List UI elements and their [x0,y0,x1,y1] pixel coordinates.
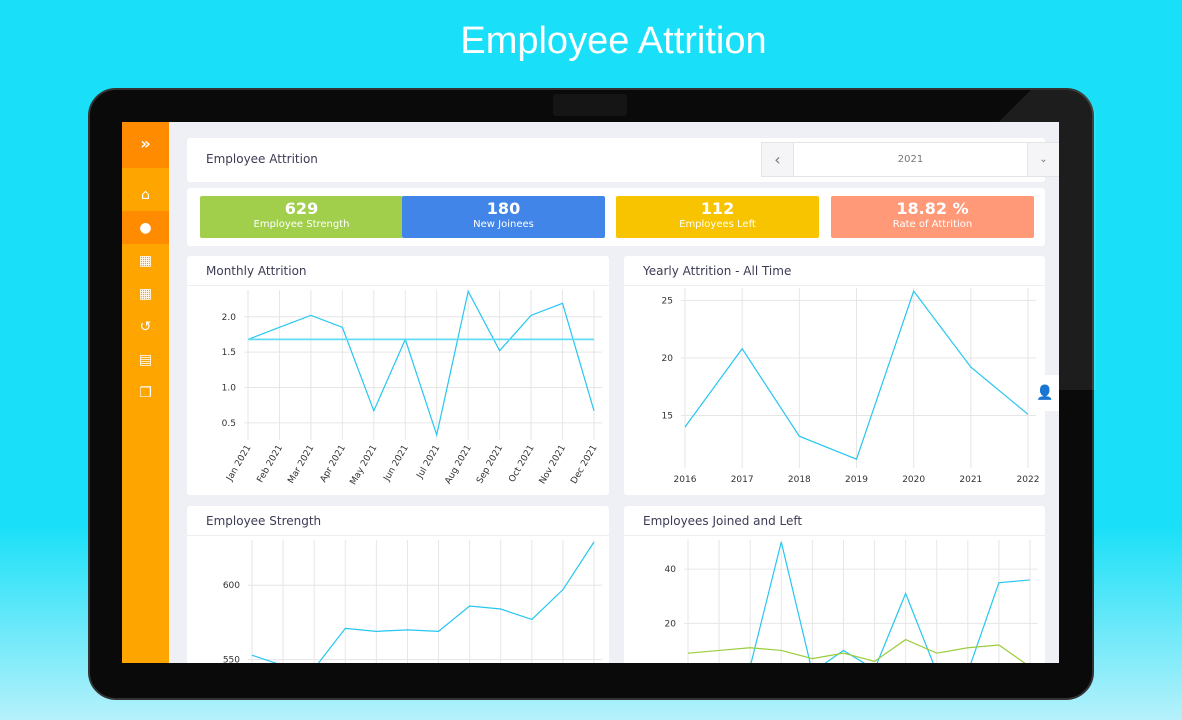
chart-0: Jan 2021 Feb 2021 Mar 2021 Apr 2021 May 2021… [222,289,602,487]
stat-value: 112 [700,199,735,218]
y-tick-label: 15 [662,411,673,421]
stat-label: Rate of Attrition [892,219,973,230]
home-icon[interactable]: ⌂ [141,186,150,203]
series-left [687,638,1026,663]
support-avatar-button[interactable]: 👤 [1031,375,1059,411]
year-dropdown-button[interactable]: ⌄ [1027,143,1059,176]
x-tick-label: Apr 2021 [319,444,348,485]
y-tick-label: 600 [223,581,240,591]
yearly-attrition-card: Yearly Attrition - All Time [624,256,1045,495]
stat-value: 18.82 % [896,199,969,218]
year-selector: ‹ 2021 ⌄ › [761,142,1059,177]
prev-year-button[interactable]: ‹ [762,143,794,176]
x-tick-label: Jun 2021 [382,444,411,484]
x-tick-label: 2020 [902,475,925,485]
app-screen: » ⌂ ● ▦ ▦ ↺ ▤ ❐ Employee Attrition ‹ 202… [122,122,1059,663]
x-tick-label: Jul 2021 [415,444,442,482]
series-strength [251,541,595,663]
chart-title: Monthly Attrition [206,264,307,278]
chart-1: 2016 2017 2018 2019 2020 2021 2022 15 20 25 [662,288,1040,485]
calendar-icon[interactable]: ▦ [138,252,153,269]
y-tick-label: 1.5 [222,348,236,358]
y-tick-label: 2.0 [222,313,237,323]
history-icon[interactable]: ↺ [139,318,152,335]
x-tick-label: 2021 [959,475,982,485]
y-tick-label: 1.0 [222,383,237,393]
y-tick-label: 40 [665,565,677,575]
banner-title: Employee Attrition [460,20,767,62]
chart-2: 550 600 [223,540,602,663]
charts-layer: Jan 2021 Feb 2021 Mar 2021 Apr 2021 May 2021… [222,288,1040,663]
y-tick-label: 20 [665,619,677,629]
series-attrition [247,289,595,438]
stat-rate-of-attrition: 18.82 % Rate of Attrition [831,196,1034,238]
page-title: Employee Attrition [206,152,318,166]
y-tick-label: 0.5 [222,419,236,429]
series-joined [750,541,1031,663]
x-tick-label: 2022 [1017,475,1040,485]
year-select[interactable]: 2021 [897,154,924,165]
x-tick-label: Mar 2021 [286,444,316,486]
stat-employee-strength: 629 Employee Strength [200,196,403,238]
stat-label: Employees Left [679,219,756,230]
user-icon[interactable]: ● [122,211,169,244]
employee-strength-card: Employee Strength [187,506,609,663]
x-tick-label: 2016 [674,475,697,485]
y-tick-label: 550 [223,656,240,663]
x-tick-label: Oct 2021 [507,444,536,485]
monthly-attrition-card: Monthly Attrition [187,256,609,495]
documents-icon[interactable]: ❐ [139,384,152,401]
series-attrition [684,289,1029,461]
joined-left-card: Employees Joined and Left [624,506,1045,663]
y-tick-label: 20 [662,354,674,364]
x-tick-label: Nov 2021 [538,444,568,487]
x-tick-label: Feb 2021 [256,444,286,485]
x-tick-label: Jan 2021 [225,444,254,484]
stat-label: New Joinees [473,219,534,230]
sidebar-toggle-button[interactable]: » [122,122,169,168]
sidebar: » ⌂ ● ▦ ▦ ↺ ▤ ❐ [122,122,169,663]
x-tick-label: 2018 [788,475,811,485]
stat-label: Employee Strength [253,219,350,230]
stat-value: 180 [486,199,521,218]
x-tick-label: 2017 [731,475,754,485]
stat-new-joinees: 180 New Joinees [402,196,605,238]
x-tick-label: Aug 2021 [443,444,473,487]
calendar-15-icon[interactable]: ▤ [138,351,153,368]
grid-icon[interactable]: ▦ [138,285,153,302]
chart-title: Employee Strength [206,514,322,528]
stat-employees-left: 112 Employees Left [616,196,819,238]
x-tick-label: Dec 2021 [569,444,599,486]
chart-title: Employees Joined and Left [643,514,803,528]
x-tick-label: May 2021 [349,444,380,487]
header-card: Employee Attrition ‹ 2021 ⌄ › [187,138,1059,182]
x-tick-label: 2019 [845,475,868,485]
chart-title: Yearly Attrition - All Time [643,264,792,278]
stat-value: 629 [284,199,319,218]
tablet-camera [553,94,627,116]
y-tick-label: 25 [662,296,673,306]
x-tick-label: Sep 2021 [475,444,505,486]
